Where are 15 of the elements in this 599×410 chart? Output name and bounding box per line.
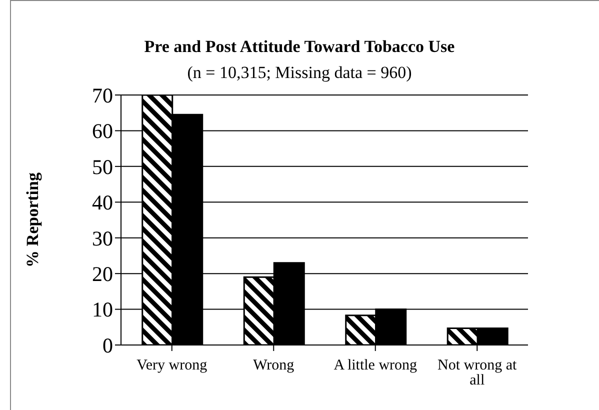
y-tick-label: 70 xyxy=(92,83,113,108)
y-tick-label: 30 xyxy=(92,226,113,250)
x-tick-label: Wrong xyxy=(253,358,295,374)
y-tick-label: 50 xyxy=(92,154,113,179)
x-tick-label: A little wrong xyxy=(334,358,418,374)
y-tick-label: 40 xyxy=(92,190,113,215)
y-tick-label: 60 xyxy=(92,119,113,144)
x-tick-label: Very wrong xyxy=(136,358,208,374)
x-tick-label: Not wrong at all xyxy=(438,358,518,389)
y-axis-title: % Reporting xyxy=(23,172,42,268)
y-tick-label: 20 xyxy=(92,262,113,286)
y-tick-label: 10 xyxy=(92,298,113,322)
chart-subtitle: (n = 10,315; Missing data = 960) xyxy=(186,63,413,83)
chart-title: Pre and Post Attitude Toward Tobacco Use xyxy=(143,37,456,57)
y-tick-label: 0 xyxy=(102,333,113,358)
